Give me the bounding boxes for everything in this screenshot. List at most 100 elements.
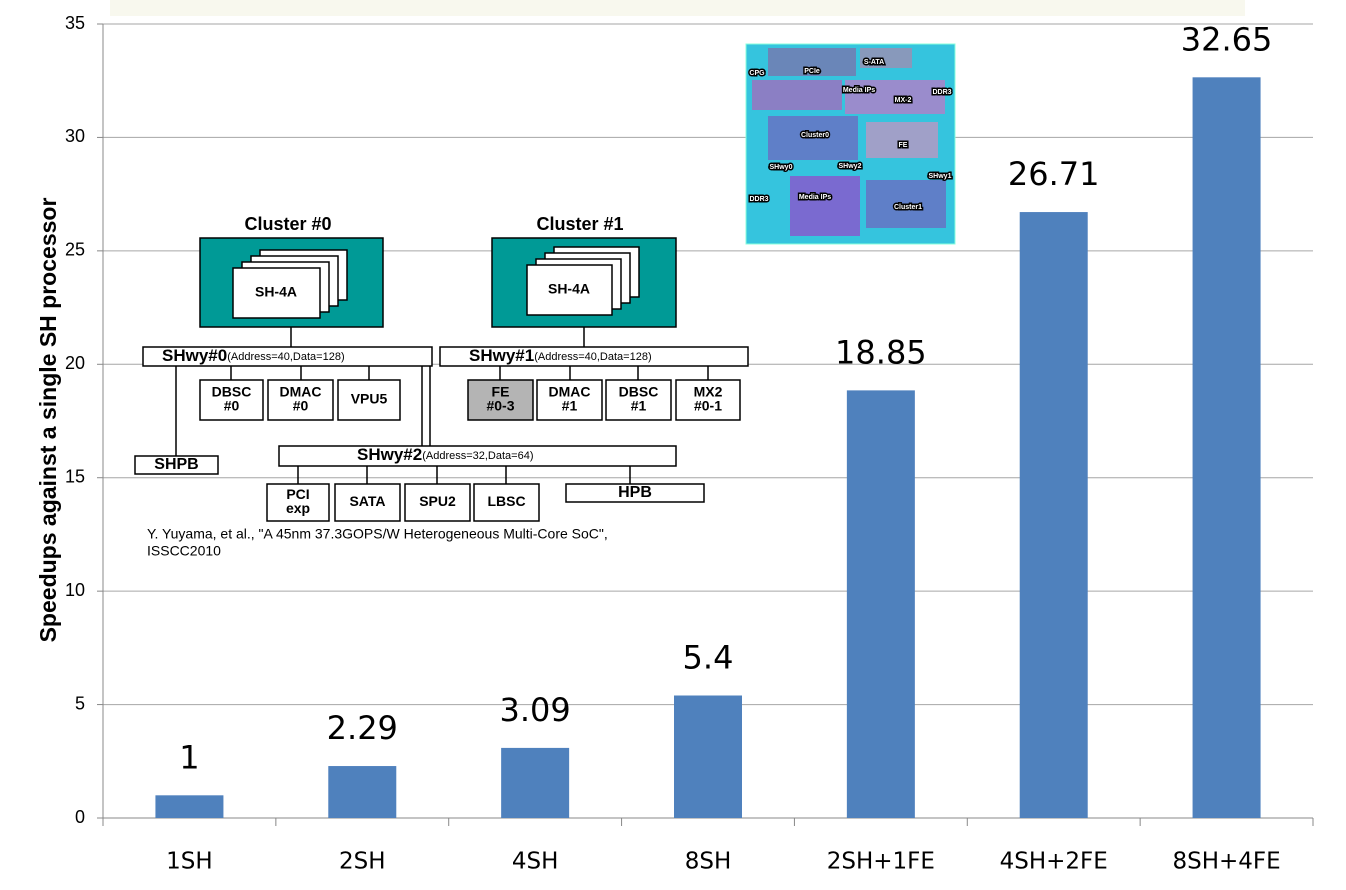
die-label: DDR3 (749, 196, 768, 203)
x-tick-label: 8SH (685, 849, 732, 875)
die-label: S-ATA (864, 59, 884, 66)
die-label: SHwy2 (839, 163, 862, 170)
x-tick-label: 1SH (166, 849, 213, 875)
die-block (752, 80, 842, 110)
die-label: PCIe (804, 68, 820, 75)
value-label: 2.29 (327, 709, 398, 747)
block (134, 455, 219, 475)
block-label: #0-1 (694, 398, 722, 414)
die-label: MX-2 (895, 97, 912, 104)
die-block (768, 48, 856, 76)
block-label: DMAC (549, 384, 591, 400)
die-label: SHwy0 (770, 164, 793, 171)
die-label: Cluster0 (801, 132, 829, 139)
bus-label: SHwy#2(Address=32,Data=64) (357, 445, 534, 464)
citation: Y. Yuyama, et al., "A 45nm 37.3GOPS/W He… (147, 526, 608, 542)
block-label: FE (492, 384, 510, 400)
y-tick-label: 10 (65, 580, 85, 600)
value-label: 32.65 (1181, 20, 1273, 58)
die-block (866, 180, 946, 228)
die-label: Cluster1 (894, 204, 922, 211)
bar (846, 390, 915, 818)
value-label: 3.09 (500, 691, 571, 729)
bar (155, 795, 224, 818)
block-label: SATA (349, 493, 385, 509)
bar (674, 695, 742, 818)
x-tick-label: 4SH (512, 849, 559, 875)
die-label: CPG (749, 70, 765, 77)
bus-label: SHwy#0(Address=40,Data=128) (162, 346, 345, 365)
bus-label: SHwy#1(Address=40,Data=128) (469, 346, 652, 365)
core-box (526, 264, 613, 316)
die-label: Media IPs (799, 194, 831, 201)
die-block (845, 80, 945, 114)
die-label: FE (899, 142, 908, 149)
y-tick-label: 20 (65, 353, 85, 373)
core-label: SH-4A (548, 281, 590, 297)
bar (328, 766, 397, 818)
y-tick-label: 30 (65, 126, 85, 146)
block-label: PCI (286, 486, 309, 502)
y-tick-label: 15 (65, 466, 85, 486)
die-label: DDR3 (932, 89, 951, 96)
block-label: LBSC (487, 493, 525, 509)
block-label: SPU2 (419, 493, 456, 509)
block (473, 483, 540, 522)
block (334, 483, 401, 522)
block-label: DBSC (212, 384, 252, 400)
cluster-title: Cluster #0 (244, 214, 331, 234)
die-block (790, 176, 860, 236)
block (267, 379, 334, 421)
core-box (232, 267, 321, 319)
y-tick-label: 0 (75, 807, 85, 827)
value-label: 1 (179, 738, 199, 776)
block-label: VPU5 (351, 391, 388, 407)
block (536, 379, 603, 421)
cluster-title: Cluster #1 (536, 214, 623, 234)
block-label: DMAC (280, 384, 322, 400)
block-diagram: Cluster #0 SH-4A Cluster #1 SH-4A SHwy#0… (134, 214, 749, 559)
y-tick-label: 25 (65, 240, 85, 260)
y-tick-label: 35 (65, 13, 85, 33)
die-block (866, 122, 938, 158)
bus (142, 346, 433, 367)
block (467, 379, 534, 421)
block-label: MX2 (694, 384, 723, 400)
value-label: 5.4 (683, 638, 734, 676)
value-label: 26.71 (1008, 155, 1100, 193)
block-label: #0 (224, 398, 240, 414)
x-tick-label: 2SH (339, 849, 386, 875)
block (605, 379, 672, 421)
bus (439, 346, 749, 367)
die-block (860, 48, 912, 68)
x-tick-label: 4SH+2FE (1000, 849, 1108, 875)
die-block (768, 116, 858, 160)
block-label: DBSC (619, 384, 659, 400)
block-label: #1 (631, 398, 647, 414)
y-axis-title: Speedups against a single SH processor (35, 198, 61, 643)
bar (1019, 212, 1088, 818)
block (565, 483, 705, 503)
block (337, 379, 401, 421)
bar (501, 747, 570, 818)
plot-area: 0 5 10 15 20 25 30 35 1SH 1 2SH 2.29 4SH 3.09 8SH 5.4 2S… (65, 13, 1314, 875)
x-tick-label: 2SH+1FE (827, 849, 935, 875)
citation: ISSCC2010 (147, 543, 221, 559)
block-label: exp (286, 500, 310, 516)
y-tick-label: 5 (75, 693, 85, 713)
die-label: SHwy1 (929, 173, 952, 180)
block-label: SHPB (154, 456, 198, 473)
block (675, 379, 741, 421)
block (199, 379, 264, 421)
block-label: #0 (293, 398, 309, 414)
core-label: SH-4A (255, 284, 297, 300)
die-label: Media IPs (843, 87, 875, 94)
block-label: HPB (618, 484, 652, 501)
block (404, 483, 471, 522)
value-label: 18.85 (835, 333, 927, 371)
bar (1192, 77, 1261, 819)
die-photo: CPG PCIe S-ATA Media IPs MX-2 DDR3 Clust… (745, 43, 956, 245)
top-band (110, 0, 1245, 16)
